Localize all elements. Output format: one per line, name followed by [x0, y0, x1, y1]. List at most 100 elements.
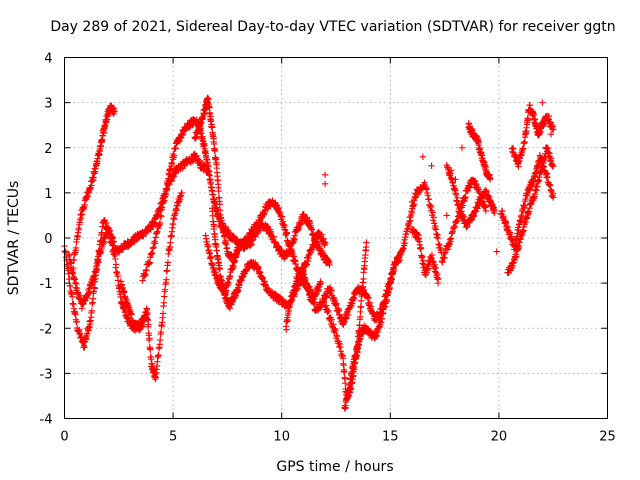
data-point — [209, 212, 216, 220]
data-point — [386, 284, 393, 292]
data-point — [487, 176, 494, 183]
data-point — [259, 275, 267, 282]
chart-title: Day 289 of 2021, Sidereal Day-to-day VTE… — [50, 19, 615, 35]
data-point — [283, 326, 290, 333]
data-point — [326, 261, 333, 269]
x-axis-label: GPS time / hours — [276, 459, 393, 475]
y-tick-label: -2 — [40, 322, 53, 337]
data-point — [160, 299, 168, 306]
data-point — [219, 223, 226, 230]
data-point — [230, 263, 237, 270]
data-point — [341, 368, 348, 376]
data-point — [321, 180, 329, 188]
data-point — [216, 201, 223, 208]
data-point — [491, 207, 498, 215]
data-point — [462, 193, 469, 201]
data-point — [278, 247, 285, 254]
data-point — [417, 245, 425, 253]
data-point — [345, 311, 352, 319]
data-point — [117, 293, 124, 301]
data-point — [189, 157, 197, 164]
x-tick-label: 0 — [60, 430, 68, 445]
data-point — [88, 307, 95, 315]
x-tick-label: 5 — [169, 430, 177, 445]
series-track-q — [508, 101, 557, 170]
data-point — [109, 242, 116, 249]
data-point — [306, 290, 313, 298]
data-point — [98, 229, 106, 236]
data-point — [211, 147, 219, 155]
x-tick-label: 20 — [491, 430, 508, 445]
data-point — [400, 245, 407, 252]
data-point — [235, 243, 242, 251]
y-tick-label: 1 — [44, 187, 52, 202]
data-point — [524, 115, 532, 123]
data-point — [302, 275, 309, 283]
data-point — [144, 309, 151, 317]
data-point — [357, 303, 365, 311]
data-point — [112, 261, 120, 268]
x-tick-label: 25 — [599, 430, 616, 445]
data-point — [223, 287, 230, 294]
data-point — [170, 152, 178, 159]
series-track-m — [443, 162, 498, 231]
data-point — [458, 144, 466, 151]
series-track-d — [117, 189, 185, 383]
data-point — [419, 153, 427, 160]
data-point — [217, 279, 224, 287]
series-track-i — [282, 261, 398, 333]
data-point — [215, 187, 222, 195]
series-track-n — [465, 120, 494, 183]
data-point — [165, 175, 172, 182]
data-point — [283, 230, 291, 237]
data-point — [145, 321, 152, 328]
data-point — [342, 404, 349, 412]
data-point — [388, 276, 395, 283]
data-point — [330, 321, 337, 328]
data-point — [434, 234, 442, 242]
y-tick-label: 3 — [44, 97, 52, 112]
data-point — [434, 279, 442, 287]
data-point — [458, 208, 465, 215]
data-point — [128, 311, 135, 318]
data-point — [278, 213, 286, 221]
data-point — [333, 300, 340, 307]
data-point — [328, 316, 335, 323]
data-point — [270, 233, 277, 240]
data-point — [111, 108, 118, 115]
y-tick-label: -1 — [40, 277, 53, 292]
data-point — [390, 267, 398, 275]
data-point — [358, 291, 366, 298]
data-point — [396, 257, 403, 264]
data-point — [207, 254, 215, 261]
data-point — [216, 265, 223, 273]
data-point — [172, 145, 179, 152]
data-point — [452, 191, 460, 199]
data-point — [354, 345, 361, 353]
data-point — [428, 162, 435, 169]
x-tick-label: 10 — [273, 430, 290, 445]
data-point — [233, 252, 240, 259]
data-point — [146, 335, 153, 342]
data-point — [81, 343, 88, 351]
data-point — [360, 275, 367, 283]
data-point — [343, 395, 351, 402]
data-point — [346, 381, 354, 389]
y-axis-label: SDTVAR / TECUs — [6, 181, 22, 296]
data-point — [425, 195, 433, 203]
data-point — [112, 255, 119, 263]
data-point — [231, 257, 239, 265]
series-track-h — [202, 232, 242, 298]
data-point — [443, 212, 450, 219]
series-track-o — [408, 225, 442, 283]
data-point — [163, 276, 170, 283]
data-point — [210, 223, 218, 230]
data-point — [157, 213, 165, 220]
data-point — [103, 219, 110, 227]
data-point — [89, 295, 97, 302]
data-point — [307, 292, 314, 299]
data-point — [93, 265, 100, 272]
data-point — [351, 359, 358, 366]
data-point — [430, 214, 437, 221]
data-point — [69, 293, 76, 300]
